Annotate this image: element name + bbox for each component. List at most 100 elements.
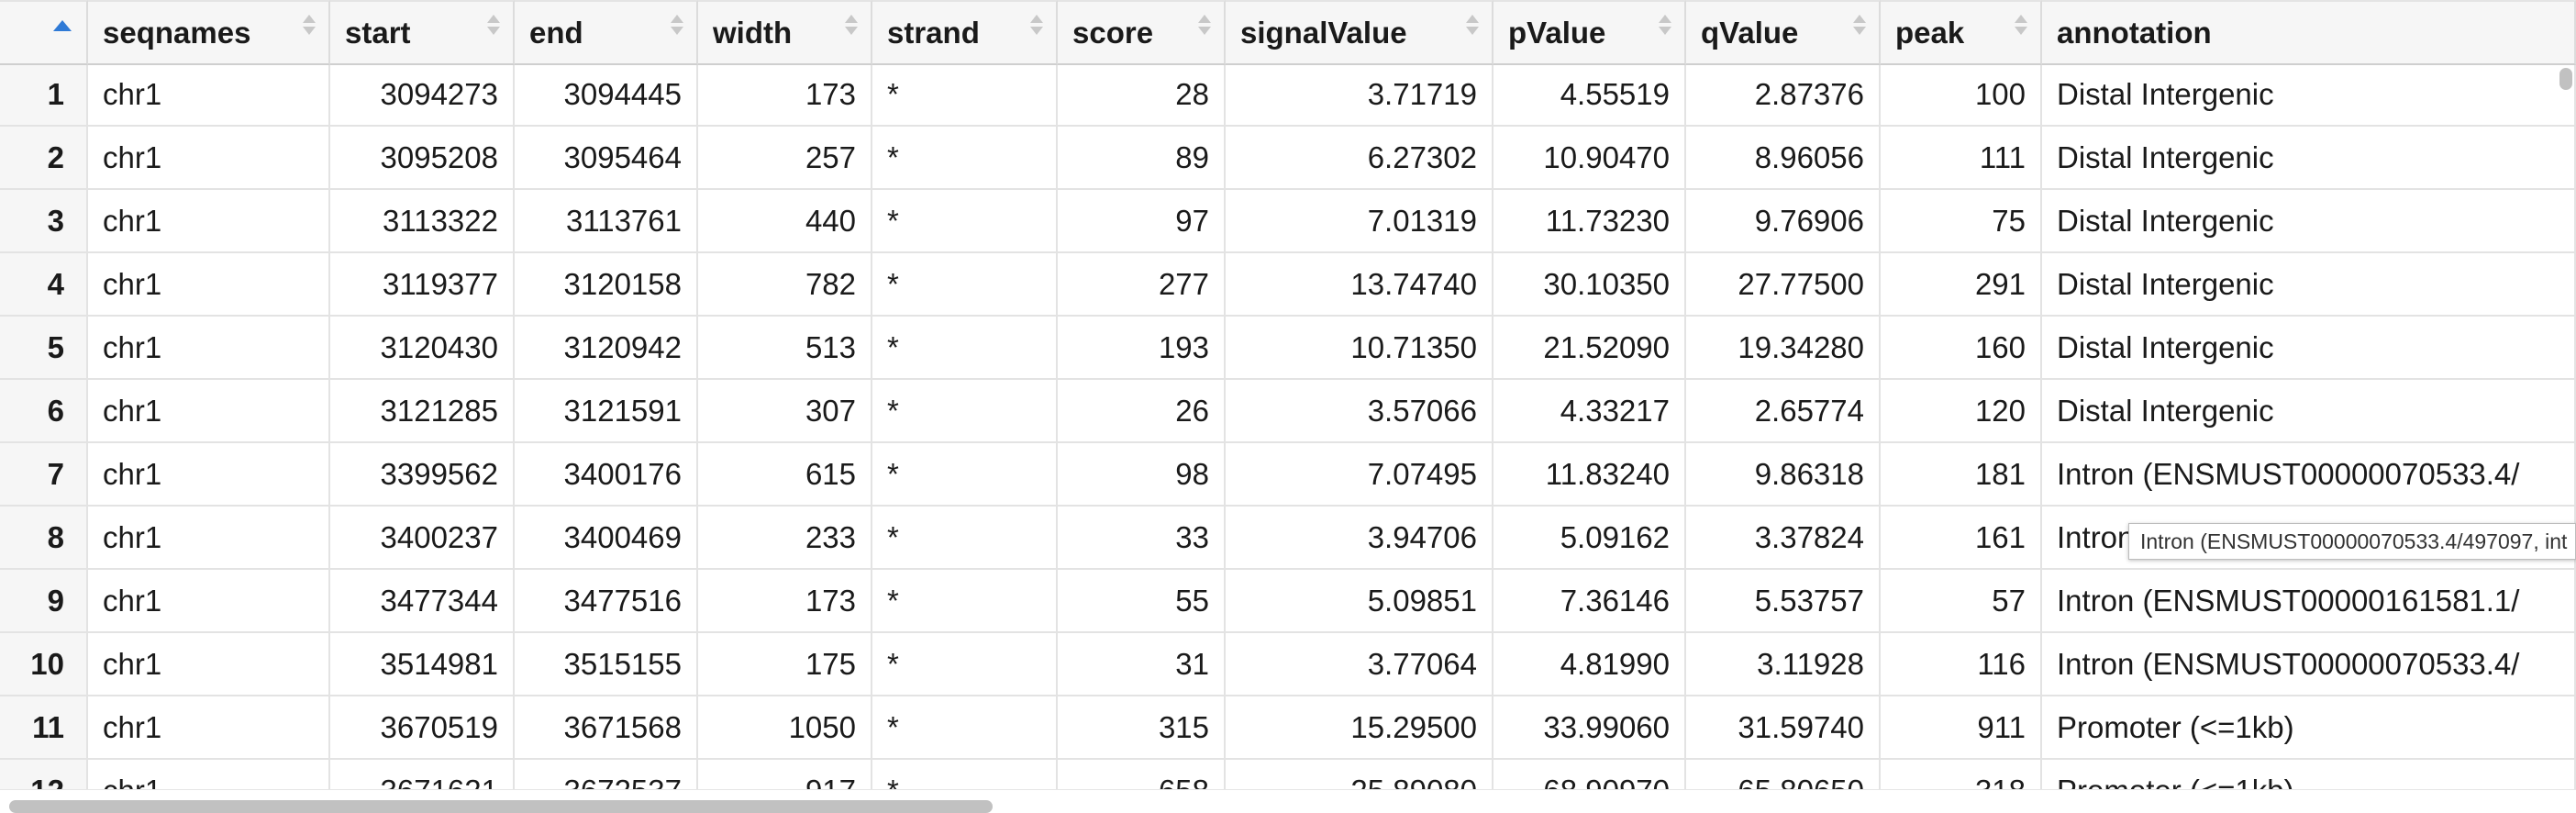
table-cell-start[interactable]: 3094273 [330, 63, 515, 127]
table-cell-width[interactable]: 173 [698, 63, 872, 127]
horizontal-scrollbar-thumb[interactable] [9, 800, 993, 813]
table-cell-width[interactable]: 173 [698, 570, 872, 633]
table-cell-signalvalue[interactable]: 13.74740 [1226, 253, 1493, 317]
table-cell-score[interactable]: 98 [1058, 443, 1226, 507]
table-cell-pvalue[interactable]: 11.73230 [1493, 190, 1686, 253]
table-cell-score[interactable]: 55 [1058, 570, 1226, 633]
table-cell-score[interactable]: 28 [1058, 63, 1226, 127]
table-cell-annotation[interactable]: Intron (ENSMUST00000070533.4/ [2042, 443, 2576, 507]
table-cell-strand[interactable]: * [872, 317, 1058, 380]
table-cell-annotation[interactable]: Distal Intergenic [2042, 380, 2576, 443]
table-cell-strand[interactable]: * [872, 190, 1058, 253]
table-cell-pvalue[interactable]: 30.10350 [1493, 253, 1686, 317]
table-cell-seqnames[interactable]: chr1 [88, 253, 330, 317]
table-cell-score[interactable]: 277 [1058, 253, 1226, 317]
table-cell-qvalue[interactable]: 3.37824 [1686, 507, 1881, 570]
table-cell-signalvalue[interactable]: 7.01319 [1226, 190, 1493, 253]
table-cell-signalvalue[interactable]: 3.57066 [1226, 380, 1493, 443]
table-cell-qvalue[interactable]: 19.34280 [1686, 317, 1881, 380]
table-cell-seqnames[interactable]: chr1 [88, 63, 330, 127]
table-cell-qvalue[interactable]: 9.86318 [1686, 443, 1881, 507]
table-cell-width[interactable]: 233 [698, 507, 872, 570]
table-cell-pvalue[interactable]: 4.55519 [1493, 63, 1686, 127]
table-cell-peak[interactable]: 111 [1881, 127, 2042, 190]
table-cell-peak[interactable]: 291 [1881, 253, 2042, 317]
table-cell-qvalue[interactable]: 5.53757 [1686, 570, 1881, 633]
table-cell-pvalue[interactable]: 21.52090 [1493, 317, 1686, 380]
table-cell-start[interactable]: 3120430 [330, 317, 515, 380]
table-cell-start[interactable]: 3095208 [330, 127, 515, 190]
table-cell-pvalue[interactable]: 7.36146 [1493, 570, 1686, 633]
table-cell-start[interactable]: 3399562 [330, 443, 515, 507]
table-cell-peak[interactable]: 75 [1881, 190, 2042, 253]
table-cell-end[interactable]: 3671568 [515, 696, 698, 760]
table-cell-pvalue[interactable]: 10.90470 [1493, 127, 1686, 190]
table-cell-strand[interactable]: * [872, 63, 1058, 127]
table-cell-signalvalue[interactable]: 5.09851 [1226, 570, 1493, 633]
table-cell-start[interactable]: 3477344 [330, 570, 515, 633]
table-cell-score[interactable]: 33 [1058, 507, 1226, 570]
table-cell-score[interactable]: 31 [1058, 633, 1226, 696]
table-cell-qvalue[interactable]: 31.59740 [1686, 696, 1881, 760]
sort-icon[interactable] [1198, 15, 1211, 42]
table-cell-end[interactable]: 3400469 [515, 507, 698, 570]
sort-icon[interactable] [1853, 15, 1866, 42]
table-cell-peak[interactable]: 116 [1881, 633, 2042, 696]
column-header-score[interactable]: score [1058, 0, 1226, 65]
table-cell-score[interactable]: 97 [1058, 190, 1226, 253]
table-cell-score[interactable]: 315 [1058, 696, 1226, 760]
table-cell-strand[interactable]: * [872, 570, 1058, 633]
table-cell-pvalue[interactable]: 33.99060 [1493, 696, 1686, 760]
table-cell-annotation[interactable]: Distal Intergenic [2042, 127, 2576, 190]
table-cell-qvalue[interactable]: 8.96056 [1686, 127, 1881, 190]
table-cell-start[interactable]: 3119377 [330, 253, 515, 317]
sort-icon[interactable] [1466, 15, 1479, 42]
column-header-qvalue[interactable]: qValue [1686, 0, 1881, 65]
sort-icon[interactable] [671, 15, 683, 42]
table-cell-annotation[interactable]: Intron (ENSMUST00000161581.1/ [2042, 570, 2576, 633]
table-cell-annotation[interactable]: Distal Intergenic [2042, 317, 2576, 380]
table-cell-start[interactable]: 3121285 [330, 380, 515, 443]
table-cell-qvalue[interactable]: 27.77500 [1686, 253, 1881, 317]
table-cell-start[interactable]: 3113322 [330, 190, 515, 253]
table-cell-start[interactable]: 3670519 [330, 696, 515, 760]
table-cell-seqnames[interactable]: chr1 [88, 127, 330, 190]
table-cell-peak[interactable]: 911 [1881, 696, 2042, 760]
table-cell-end[interactable]: 3515155 [515, 633, 698, 696]
table-cell-peak[interactable]: 100 [1881, 63, 2042, 127]
column-header-seqnames[interactable]: seqnames [88, 0, 330, 65]
sort-icon[interactable] [845, 15, 858, 42]
table-cell-signalvalue[interactable]: 7.07495 [1226, 443, 1493, 507]
row-number-header[interactable] [0, 0, 88, 65]
table-cell-signalvalue[interactable]: 3.71719 [1226, 63, 1493, 127]
column-header-peak[interactable]: peak [1881, 0, 2042, 65]
table-cell-peak[interactable]: 57 [1881, 570, 2042, 633]
table-cell-annotation[interactable]: Distal Intergenic [2042, 63, 2576, 127]
table-cell-end[interactable]: 3121591 [515, 380, 698, 443]
column-header-strand[interactable]: strand [872, 0, 1058, 65]
table-cell-annotation[interactable]: Intron (ENSMUST00000070533.4/ [2042, 633, 2576, 696]
sort-icon[interactable] [487, 15, 500, 42]
table-cell-width[interactable]: 307 [698, 380, 872, 443]
table-cell-annotation[interactable]: Promoter (<=1kb) [2042, 696, 2576, 760]
table-cell-width[interactable]: 1050 [698, 696, 872, 760]
table-cell-seqnames[interactable]: chr1 [88, 317, 330, 380]
table-cell-peak[interactable]: 161 [1881, 507, 2042, 570]
table-cell-end[interactable]: 3120158 [515, 253, 698, 317]
table-cell-width[interactable]: 513 [698, 317, 872, 380]
vertical-scrollbar-thumb[interactable] [2559, 68, 2572, 90]
table-cell-score[interactable]: 26 [1058, 380, 1226, 443]
table-cell-annotation[interactable]: Distal Intergenic [2042, 190, 2576, 253]
table-cell-annotation[interactable]: Distal Intergenic [2042, 253, 2576, 317]
sort-icon[interactable] [1659, 15, 1671, 42]
table-cell-end[interactable]: 3094445 [515, 63, 698, 127]
table-cell-end[interactable]: 3477516 [515, 570, 698, 633]
table-cell-peak[interactable]: 160 [1881, 317, 2042, 380]
table-cell-pvalue[interactable]: 11.83240 [1493, 443, 1686, 507]
table-cell-pvalue[interactable]: 4.81990 [1493, 633, 1686, 696]
table-cell-qvalue[interactable]: 3.11928 [1686, 633, 1881, 696]
table-cell-signalvalue[interactable]: 3.77064 [1226, 633, 1493, 696]
table-cell-width[interactable]: 440 [698, 190, 872, 253]
column-header-signalvalue[interactable]: signalValue [1226, 0, 1493, 65]
sort-icon[interactable] [303, 15, 316, 42]
